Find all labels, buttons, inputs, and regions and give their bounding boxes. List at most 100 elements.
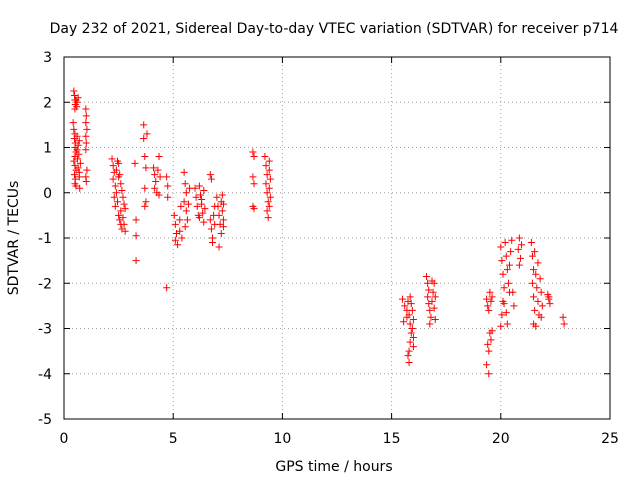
data-point bbox=[427, 313, 435, 321]
data-point bbox=[213, 193, 221, 201]
data-point bbox=[218, 191, 226, 199]
data-point bbox=[74, 155, 82, 163]
data-point bbox=[219, 200, 227, 208]
data-point bbox=[403, 313, 411, 321]
data-point bbox=[537, 288, 545, 296]
data-point bbox=[431, 293, 439, 301]
data-point bbox=[515, 261, 523, 269]
data-point bbox=[409, 343, 417, 351]
chart-title: Day 232 of 2021, Sidereal Day-to-day VTE… bbox=[50, 21, 619, 37]
data-point bbox=[151, 184, 159, 192]
y-tick-label: -1 bbox=[38, 231, 52, 247]
data-point bbox=[261, 153, 269, 161]
data-point bbox=[546, 300, 554, 308]
data-point bbox=[518, 241, 526, 249]
data-point bbox=[527, 239, 535, 247]
data-point bbox=[266, 193, 274, 201]
data-point bbox=[76, 184, 84, 192]
data-point bbox=[485, 306, 493, 314]
data-point bbox=[163, 284, 171, 292]
data-point bbox=[219, 216, 227, 224]
data-point bbox=[484, 340, 492, 348]
data-point bbox=[425, 286, 433, 294]
data-point bbox=[112, 166, 120, 174]
data-point bbox=[536, 275, 544, 283]
x-tick-label: 20 bbox=[492, 431, 510, 447]
data-point bbox=[183, 216, 191, 224]
data-point bbox=[219, 223, 227, 231]
data-point bbox=[117, 180, 125, 188]
data-point bbox=[201, 205, 209, 213]
data-point bbox=[408, 306, 416, 314]
data-point bbox=[200, 218, 208, 226]
data-point bbox=[82, 146, 90, 154]
data-point bbox=[528, 252, 536, 260]
data-point bbox=[515, 234, 523, 242]
data-point bbox=[108, 155, 116, 163]
data-point bbox=[408, 325, 416, 332]
data-point bbox=[264, 214, 272, 222]
data-point bbox=[112, 189, 120, 197]
data-point bbox=[180, 168, 188, 176]
data-point bbox=[74, 164, 82, 172]
data-point bbox=[530, 266, 538, 274]
x-tick-label: 10 bbox=[273, 431, 291, 447]
data-point bbox=[534, 259, 542, 267]
y-tick-label: -5 bbox=[38, 412, 52, 428]
data-point bbox=[155, 191, 163, 199]
data-point bbox=[72, 182, 80, 190]
data-point bbox=[215, 243, 223, 251]
y-axis: -5 -4 -3 -2 -1 0 1 2 3 bbox=[38, 50, 610, 428]
data-point bbox=[76, 159, 84, 167]
x-tick-label: 5 bbox=[169, 431, 178, 447]
data-point bbox=[206, 216, 214, 224]
data-point bbox=[181, 223, 189, 231]
data-point bbox=[400, 318, 408, 326]
data-point bbox=[151, 171, 159, 179]
data-point bbox=[70, 171, 78, 179]
data-point bbox=[114, 157, 122, 165]
data-point bbox=[178, 234, 186, 242]
data-point bbox=[560, 320, 568, 328]
data-point bbox=[424, 293, 432, 301]
data-point bbox=[485, 347, 493, 355]
data-point bbox=[265, 184, 273, 192]
data-point bbox=[118, 186, 126, 194]
data-point bbox=[508, 236, 516, 244]
data-point bbox=[497, 243, 505, 251]
y-tick-label: 3 bbox=[43, 50, 52, 66]
data-point bbox=[532, 322, 540, 330]
data-point bbox=[184, 200, 192, 208]
data-point bbox=[266, 175, 274, 183]
data-point bbox=[121, 205, 129, 213]
x-axis: 0 5 10 15 20 25 bbox=[60, 57, 619, 447]
data-point bbox=[164, 182, 172, 190]
data-point bbox=[119, 214, 127, 222]
data-point bbox=[485, 370, 493, 378]
data-point bbox=[407, 300, 415, 308]
data-point bbox=[206, 171, 214, 179]
data-point bbox=[250, 205, 258, 213]
data-point bbox=[176, 216, 184, 224]
x-axis-label: GPS time / hours bbox=[275, 459, 392, 475]
data-point bbox=[249, 173, 257, 181]
data-point bbox=[110, 193, 118, 201]
data-point bbox=[69, 119, 77, 127]
data-point bbox=[140, 134, 148, 142]
data-point bbox=[503, 320, 511, 328]
data-point bbox=[156, 173, 164, 181]
data-point bbox=[109, 162, 117, 170]
data-point bbox=[83, 166, 91, 174]
data-point bbox=[263, 207, 271, 215]
data-point bbox=[506, 261, 514, 269]
data-point bbox=[249, 148, 257, 156]
data-point bbox=[195, 214, 203, 222]
x-tick-label: 0 bbox=[60, 431, 69, 447]
data-point bbox=[531, 306, 539, 314]
data-point bbox=[532, 270, 540, 278]
data-point bbox=[82, 105, 90, 113]
data-point bbox=[502, 309, 510, 317]
data-point bbox=[132, 216, 140, 224]
data-point bbox=[74, 141, 82, 149]
data-point bbox=[426, 320, 434, 328]
